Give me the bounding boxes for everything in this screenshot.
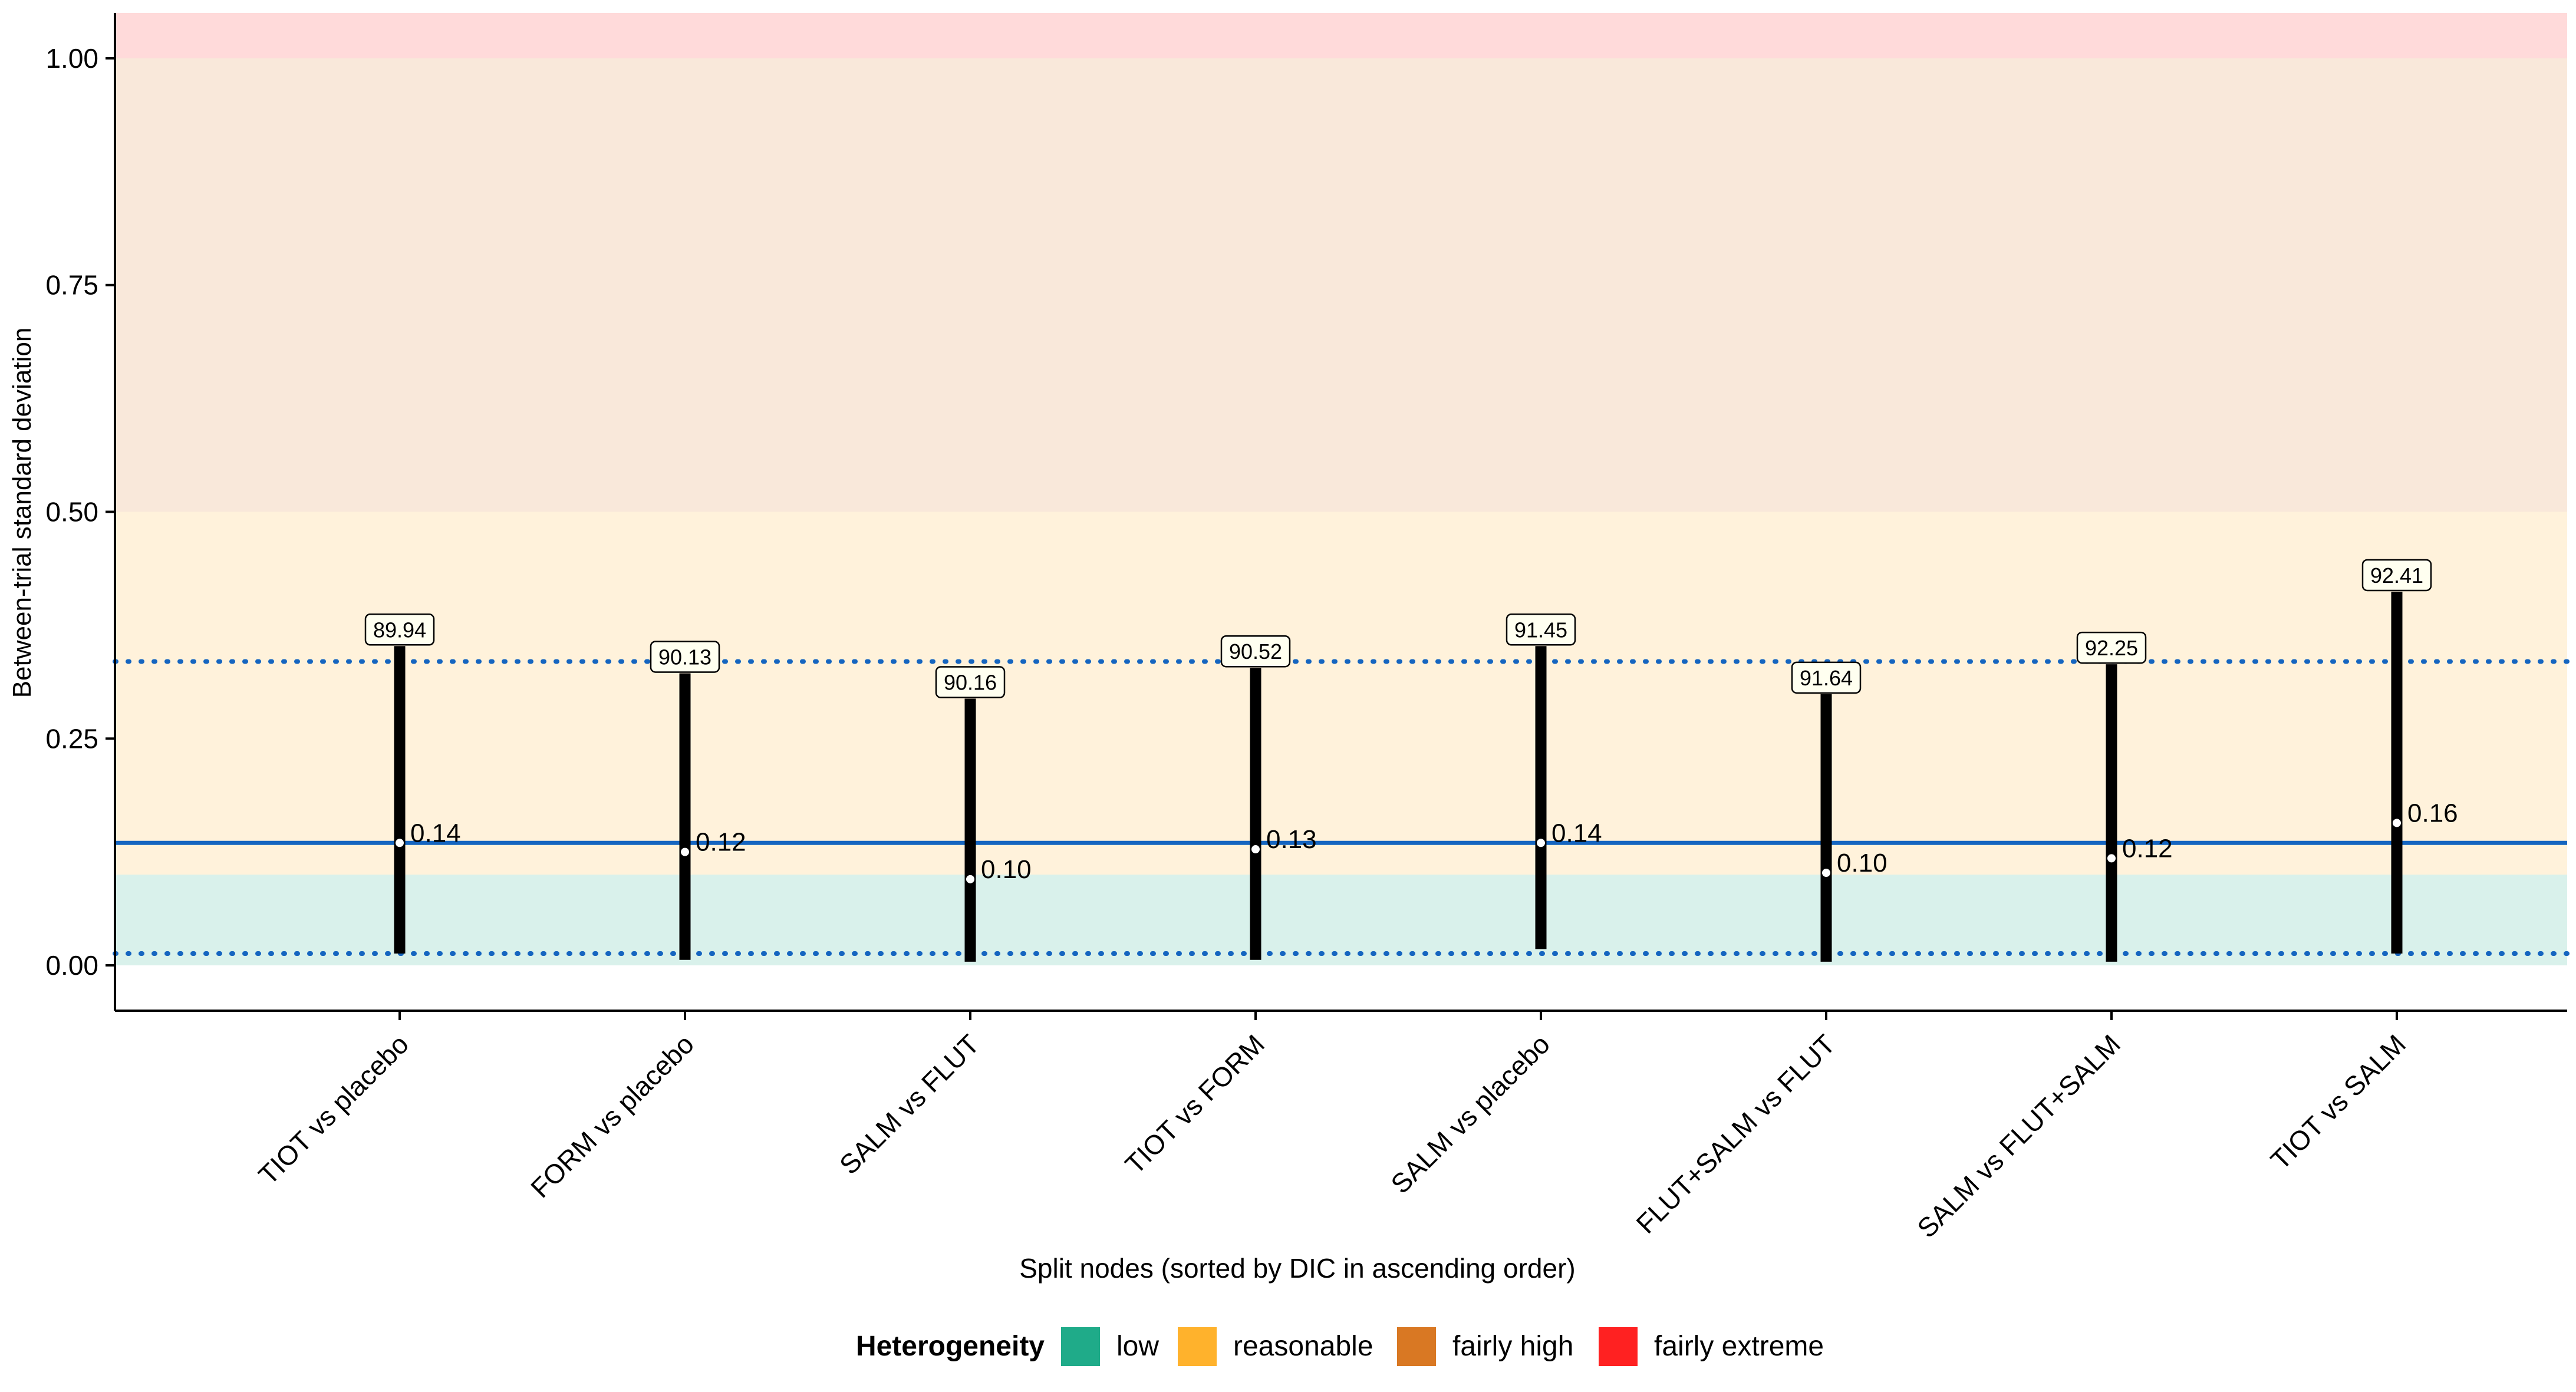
band-reasonable (115, 512, 2567, 875)
median-label: 0.14 (410, 819, 461, 847)
dic-label: 89.94 (373, 618, 426, 642)
dic-label: 90.16 (944, 671, 997, 695)
dic-label-box (2076, 631, 2147, 664)
dic-label: 90.13 (658, 645, 711, 669)
median-point (1821, 867, 1831, 879)
median-points: 0.14 0.12 0.10 0.13 0.14 0.10 0.12 0.16 (394, 799, 2458, 885)
x-tick-label: TIOT vs placebo (252, 1028, 414, 1190)
legend-swatch-fairly-extreme (1599, 1327, 1638, 1366)
band-low (115, 875, 2567, 966)
dic-label: 91.45 (1514, 618, 1567, 642)
x-tick-label: TIOT vs FORM (1119, 1028, 1270, 1180)
x-axis-label: Split nodes (sorted by DIC in ascending … (1019, 1253, 1575, 1284)
legend-swatch-reasonable (1178, 1327, 1217, 1366)
y-tick-label: 0.50 (45, 497, 98, 527)
legend-label: fairly high (1452, 1331, 1573, 1362)
dic-label-box (364, 613, 435, 646)
median-point (2391, 817, 2402, 829)
dic-label-box (1506, 613, 1576, 646)
x-tick-label: FLUT+SALM vs FLUT (1630, 1028, 1841, 1239)
median-point (1250, 844, 1261, 855)
dic-label-box (650, 641, 720, 673)
heterogeneity-bands (115, 13, 2567, 966)
legend-label: low (1116, 1331, 1159, 1362)
x-tick-label: TIOT vs SALM (2265, 1028, 2412, 1175)
dic-label-box (1220, 635, 1291, 668)
median-label: 0.10 (981, 855, 1032, 884)
x-tick-label: SALM vs FLUT (834, 1028, 985, 1180)
reference-lines (113, 659, 2570, 956)
median-label: 0.10 (1837, 849, 1887, 878)
y-tick-label: 1.00 (45, 43, 98, 74)
dic-label-box (2361, 559, 2432, 592)
band-fairly-high (115, 58, 2567, 512)
median-point (680, 846, 690, 857)
median-label: 0.12 (2122, 834, 2173, 863)
x-tick-label: FORM vs placebo (525, 1028, 700, 1203)
dic-label-box (935, 666, 1006, 698)
median-point (394, 837, 405, 849)
legend-label: fairly extreme (1654, 1331, 1824, 1362)
y-tick-label: 0.25 (45, 723, 98, 754)
x-tick-label: SALM vs placebo (1385, 1028, 1556, 1199)
y-axis-label: Between-trial standard deviation (8, 328, 37, 698)
dic-label: 92.25 (2085, 636, 2138, 660)
median-label: 0.14 (1551, 819, 1602, 847)
x-axis-ticks: TIOT vs placebo FORM vs placebo SALM vs FL… (252, 1011, 2412, 1243)
legend-label: reasonable (1233, 1331, 1373, 1362)
dic-label: 92.41 (2370, 563, 2423, 588)
median-label: 0.12 (696, 828, 746, 857)
x-tick-label: SALM vs FLUT+SALM (1911, 1028, 2126, 1243)
legend-swatch-low (1061, 1327, 1100, 1366)
median-point (2106, 853, 2117, 864)
legend: Heterogeneity low reasonable fairly high fa… (856, 1327, 1824, 1366)
band-fairly-extreme (115, 13, 2567, 58)
median-point (1536, 837, 1546, 849)
dic-label: 91.64 (1800, 666, 1853, 690)
dic-label: 90.52 (1229, 639, 1282, 664)
median-label: 0.13 (1266, 825, 1317, 854)
y-axis-ticks: 0.00 0.25 0.50 0.75 1.00 (45, 43, 115, 981)
y-tick-label: 0.00 (45, 950, 98, 981)
dic-labels: 89.94 90.13 90.16 90.52 91.45 91.64 92.25 92.41 (364, 559, 2432, 698)
dic-label-box (1791, 661, 1862, 694)
credible-intervals (394, 591, 2403, 962)
legend-swatch-fairly-high (1397, 1327, 1436, 1366)
y-tick-label: 0.75 (45, 270, 98, 301)
median-label: 0.16 (2407, 799, 2458, 827)
legend-title: Heterogeneity (856, 1331, 1045, 1362)
median-point (965, 873, 976, 885)
